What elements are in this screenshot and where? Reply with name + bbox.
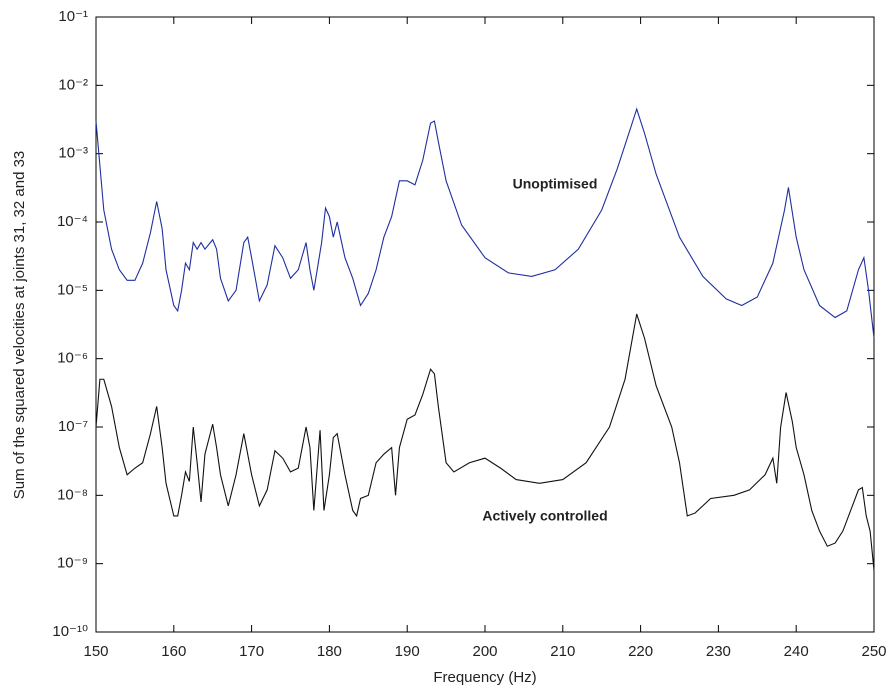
y-tick-label: 10⁻⁴ — [57, 213, 88, 230]
y-tick-label: 10⁻⁸ — [57, 486, 88, 503]
y-tick-label: 10⁻¹ — [58, 8, 88, 25]
x-tick-label: 250 — [861, 643, 886, 660]
x-tick-label: 200 — [472, 643, 497, 660]
x-tick-label: 170 — [239, 643, 264, 660]
x-tick-label: 210 — [550, 643, 575, 660]
y-tick-label: 10⁻³ — [58, 145, 88, 162]
y-tick-label: 10⁻⁷ — [58, 418, 88, 435]
y-axis-label: Sum of the squared velocities at joints … — [11, 151, 28, 500]
x-tick-label: 230 — [706, 643, 731, 660]
x-tick-label: 240 — [784, 643, 809, 660]
y-tick-label: 10⁻¹⁰ — [52, 623, 88, 640]
y-tick-label: 10⁻⁶ — [57, 350, 88, 367]
annotation: Actively controlled — [482, 508, 607, 524]
y-tick-label: 10⁻² — [58, 76, 88, 93]
annotation: Unoptimised — [513, 176, 598, 192]
plot-frame — [95, 16, 875, 633]
x-tick-label: 220 — [628, 643, 653, 660]
series-line — [95, 107, 875, 339]
y-tick-label: 10⁻⁹ — [57, 555, 88, 572]
x-axis-label: Frequency (Hz) — [433, 669, 536, 686]
x-tick-label: 190 — [395, 643, 420, 660]
series-line — [95, 313, 875, 571]
y-tick-label: 10⁻⁵ — [57, 281, 88, 298]
x-tick-label: 160 — [161, 643, 186, 660]
x-tick-label: 150 — [83, 643, 108, 660]
x-tick-label: 180 — [317, 643, 342, 660]
